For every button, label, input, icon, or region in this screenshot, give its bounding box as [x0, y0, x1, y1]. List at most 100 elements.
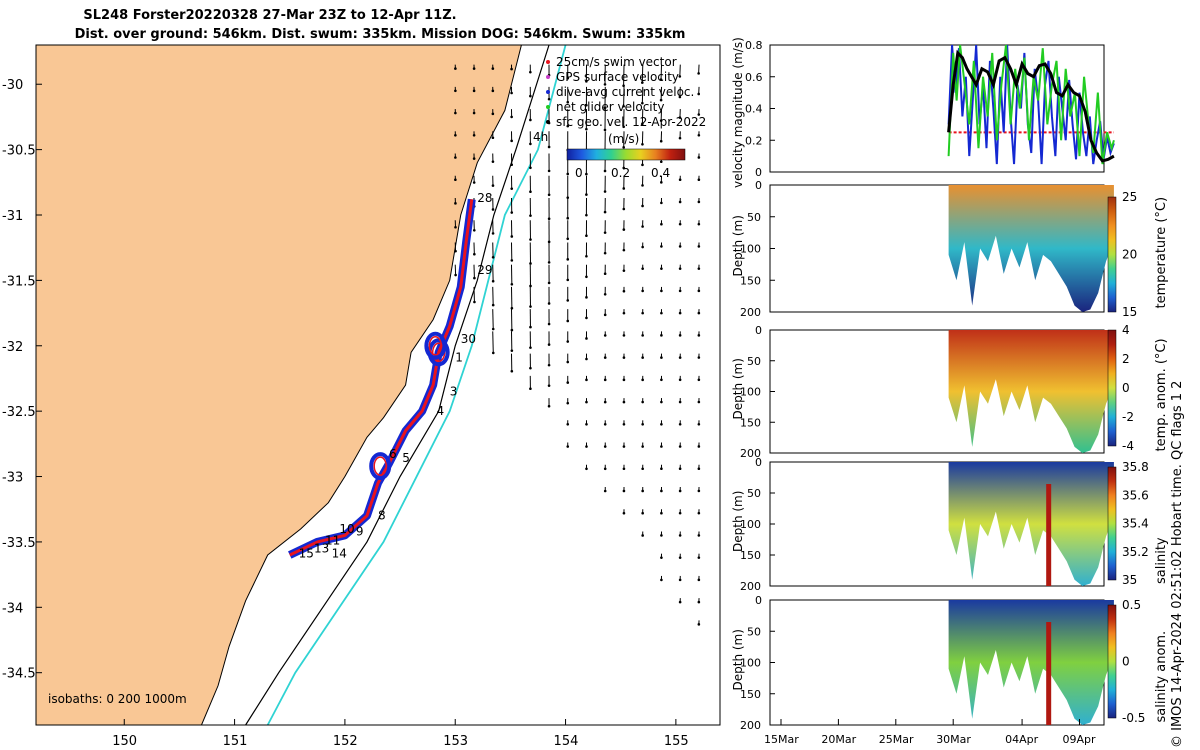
- velocity-arrowhead: [697, 556, 701, 559]
- velocity-panel: [769, 44, 1115, 173]
- velocity-arrowhead: [660, 400, 663, 404]
- velocity-arrowhead: [566, 319, 570, 323]
- velocity-arrowhead: [585, 127, 588, 131]
- velocity-arrowhead: [585, 172, 588, 176]
- isobath-200m: [245, 44, 550, 726]
- velocity-arrowhead: [566, 360, 570, 364]
- velocity-arrowhead: [547, 261, 551, 264]
- velocity-arrowhead: [547, 240, 551, 244]
- day-label: 6: [389, 447, 397, 461]
- velocity-arrowhead: [641, 289, 644, 293]
- velocity-arrowhead: [659, 119, 663, 122]
- heatmap-y-tick-label: 200: [740, 306, 761, 319]
- velocity-arrowhead: [622, 311, 626, 315]
- heatmap-panel: [769, 599, 1117, 726]
- heatmap-colorbar: [1107, 604, 1117, 719]
- velocity-arrowhead: [529, 262, 532, 265]
- velocity-arrowhead: [510, 91, 513, 95]
- velocity-arrowhead: [529, 284, 532, 288]
- velocity-arrowhead: [697, 489, 701, 493]
- velocity-arrowhead: [585, 103, 588, 107]
- map-colorbar-label: (m/s): [608, 132, 639, 146]
- velocity-arrowhead: [529, 346, 532, 349]
- heatmap-section: [948, 600, 1114, 725]
- velocity-arrowhead: [697, 156, 701, 159]
- velocity-arrowhead: [529, 387, 532, 391]
- heatmap-y-tick-label: 0: [755, 456, 762, 469]
- velocity-arrowhead: [697, 222, 701, 226]
- velocity-arrowhead: [622, 467, 626, 471]
- velocity-arrowhead: [641, 445, 644, 448]
- velocity-arrowhead: [697, 311, 701, 315]
- velocity-arrowhead: [641, 225, 644, 228]
- velocity-arrowhead: [510, 211, 514, 214]
- velocity-arrowhead: [660, 356, 663, 359]
- heatmap-colorbar-tick: 35.4: [1122, 517, 1149, 531]
- velocity-arrowhead: [641, 163, 644, 167]
- velocity-arrowhead: [491, 67, 495, 70]
- velocity-arrowhead: [659, 98, 663, 102]
- velocity-arrowhead: [585, 254, 588, 258]
- velocity-arrowhead: [454, 67, 457, 70]
- velocity-arrowhead: [472, 111, 476, 115]
- heatmap-colorbar-label: salinity anom.: [1154, 631, 1169, 723]
- velocity-arrowhead: [473, 252, 476, 256]
- velocity-arrowhead: [491, 255, 495, 259]
- velocity-arrowhead: [585, 423, 588, 426]
- velocity-arrowhead: [622, 511, 626, 515]
- velocity-arrowhead: [510, 187, 514, 190]
- velocity-arrowhead: [510, 115, 513, 119]
- heatmap-y-tick-label: 100: [740, 518, 761, 531]
- velocity-arrowhead: [622, 228, 626, 231]
- velocity-arrowhead: [491, 351, 495, 355]
- velocity-arrowhead: [510, 349, 514, 352]
- time-tick-label: 09Apr: [1062, 733, 1096, 746]
- heatmap-y-tick-label: 150: [740, 549, 761, 562]
- x-tick-label: 155: [664, 734, 689, 749]
- day-label: 30: [461, 332, 476, 346]
- velocity-arrowhead: [622, 125, 625, 129]
- heatmap-section: [948, 462, 1114, 586]
- velocity-arrowhead: [641, 334, 644, 337]
- time-tick-label: 15Mar: [764, 733, 799, 746]
- velocity-arrowhead: [454, 89, 457, 93]
- velocity-arrowhead: [566, 299, 570, 302]
- velocity-arrowhead: [529, 190, 532, 194]
- velocity-arrowhead: [660, 378, 663, 382]
- velocity-arrowhead: [622, 166, 626, 170]
- heatmap-colorbar: [1107, 466, 1117, 581]
- velocity-arrowhead: [585, 234, 588, 238]
- velocity-arrowhead: [641, 267, 644, 270]
- velocity-arrowhead: [566, 216, 570, 220]
- x-tick-label: 150: [112, 734, 137, 749]
- isobath-legend: isobaths: 0 200 1000m: [48, 692, 187, 706]
- velocity-arrowhead: [603, 334, 607, 337]
- velocity-arrowhead: [697, 133, 701, 137]
- heatmap-colorbar-tick: -2: [1122, 410, 1134, 424]
- velocity-arrowhead: [697, 113, 701, 116]
- velocity-arrowhead: [454, 249, 457, 253]
- velocity-arrowhead: [678, 289, 682, 293]
- velocity-arrowhead: [697, 578, 701, 582]
- velocity-arrowhead: [678, 200, 682, 204]
- heatmap-colorbar-tick: 15: [1122, 305, 1137, 319]
- velocity-arrowhead: [603, 210, 607, 214]
- velocity-arrowhead: [547, 302, 551, 305]
- velocity-series: [947, 44, 1115, 165]
- velocity-arrowhead: [678, 467, 682, 471]
- heatmap-colorbar-label: salinity: [1154, 537, 1169, 584]
- velocity-arrowhead: [641, 467, 644, 471]
- velocity-y-tick-label: 0.6: [745, 71, 763, 84]
- velocity-arrowhead: [678, 578, 682, 582]
- heatmap-anomaly-column: [1046, 484, 1052, 586]
- heatmap-colorbar-tick: 25: [1122, 190, 1137, 204]
- velocity-arrowhead: [641, 489, 644, 493]
- velocity-arrowhead: [697, 92, 701, 96]
- heatmap-y-tick-label: 200: [740, 447, 761, 460]
- heatmap-colorbar-tick: 4: [1122, 323, 1130, 337]
- velocity-arrowhead: [622, 207, 626, 211]
- velocity-arrowhead: [585, 296, 588, 299]
- velocity-arrowhead: [678, 311, 682, 315]
- velocity-arrowhead: [622, 84, 625, 87]
